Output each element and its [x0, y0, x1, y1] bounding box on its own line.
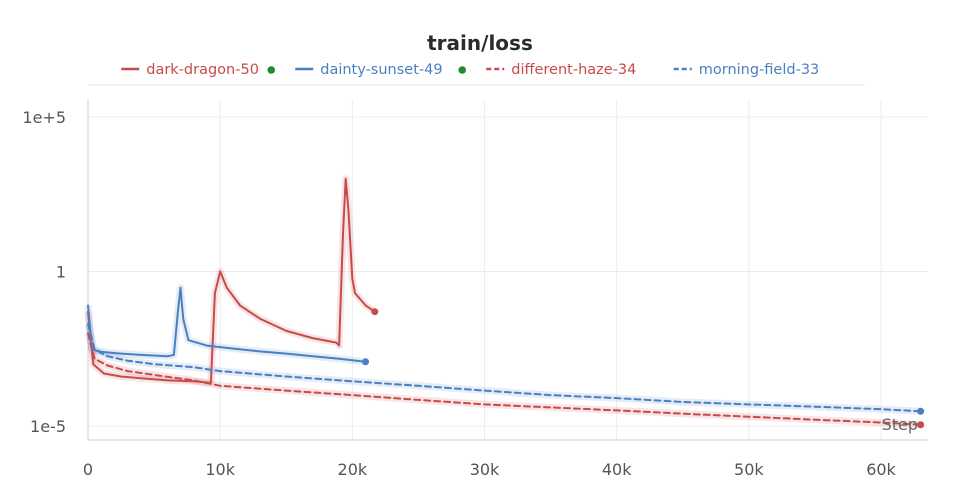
x-tick-label: 60k [866, 460, 896, 479]
axes: 1e-5 1 1e+5 0 10k 20k 30k 40k 50k 60k [22, 100, 928, 479]
y-tick-label: 1e+5 [22, 108, 66, 127]
series-layer [84, 175, 925, 429]
series-1-shadow [84, 284, 366, 366]
y-tick-label: 1e-5 [30, 417, 66, 436]
series-1-line [87, 286, 367, 363]
series-1-end-marker [362, 358, 370, 366]
series-2-line [87, 332, 922, 426]
legend-label-1: dainty-sunset-49 [320, 62, 442, 78]
x-tick-label: 30k [470, 460, 500, 479]
legend-status-dot-1 [458, 66, 467, 74]
y-tick-label: 1 [56, 263, 66, 282]
series-0-end-marker [371, 308, 379, 316]
legend-label-2: different-haze-34 [511, 62, 636, 78]
series-2-end-marker [917, 421, 925, 429]
series-3-line [87, 323, 922, 413]
x-axis-label: Step [882, 415, 918, 434]
series-0-line [87, 177, 376, 384]
legend-label-0: dark-dragon-50 [146, 62, 259, 78]
x-tick-label: 50k [734, 460, 764, 479]
legend: dark-dragon-50 dainty-sunset-49 different-… [121, 62, 819, 78]
legend-status-dot-0 [267, 66, 276, 74]
legend-label-3: morning-field-33 [699, 62, 820, 78]
series-3-end-marker [917, 407, 925, 415]
x-tick-label: 40k [602, 460, 632, 479]
chart-title: train/loss [427, 31, 533, 55]
grid [87, 100, 928, 440]
x-tick-label: 10k [205, 460, 235, 479]
x-tick-label: 0 [83, 460, 93, 479]
x-tick-label: 20k [338, 460, 368, 479]
